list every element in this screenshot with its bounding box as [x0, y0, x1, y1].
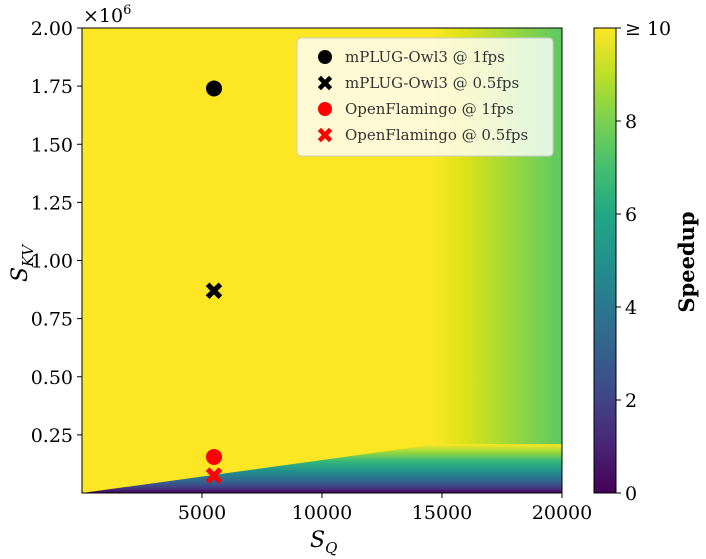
y-tick-label: 1.00	[31, 251, 73, 273]
y-axis-scale-label: ×106	[83, 3, 131, 27]
legend-marker	[317, 75, 333, 91]
legend-marker-stroke-b	[317, 75, 333, 91]
x-tick-label: 15000	[412, 502, 472, 524]
x-tick-label: 10000	[292, 502, 352, 524]
colorbar-tick-label: 2	[625, 390, 637, 412]
y-scale-exponent: 6	[123, 3, 131, 18]
x-tick-label: 20000	[532, 502, 592, 524]
data-point-cross-stroke-b	[205, 467, 223, 484]
legend-frame	[296, 37, 554, 157]
y-tick-label: 1.50	[31, 134, 73, 156]
y-tick-label: 1.25	[31, 192, 73, 214]
data-point-cross	[205, 282, 223, 299]
y-axis-label: SKV	[8, 243, 37, 282]
colorbar-tick-label: 8	[625, 111, 637, 133]
data-point-cross-stroke-b	[205, 282, 223, 299]
data-point-circle	[206, 80, 222, 97]
y-tick-label: 0.50	[31, 367, 73, 389]
x-axis-label-sub: Q	[325, 539, 337, 557]
legend-label: OpenFlamingo @ 0.5fps	[345, 126, 528, 144]
colorbar-tick-label: 6	[625, 204, 637, 226]
y-axis: 0.25 0.50 0.75 1.00 1.25 1.50 1.75 2.00	[31, 18, 82, 447]
legend-label: mPLUG-Owl3 @ 0.5fps	[345, 74, 519, 92]
legend-marker	[317, 127, 333, 143]
y-tick-label: 0.25	[31, 425, 73, 447]
legend-marker	[318, 50, 332, 64]
y-scale-base: ×10	[83, 5, 123, 27]
colorbar-label: Speedup	[674, 211, 699, 312]
y-tick-label: 1.75	[31, 76, 73, 98]
x-axis-label: SQ	[310, 528, 337, 557]
heatmap-region-low-speedup	[82, 444, 562, 493]
x-axis: 5000 10000 15000 20000	[178, 493, 592, 524]
y-axis-label-main: S	[8, 267, 33, 282]
legend-marker	[318, 102, 332, 116]
legend-label: OpenFlamingo @ 1fps	[345, 100, 514, 118]
data-point-cross	[205, 467, 223, 484]
x-axis-label-main: S	[310, 528, 325, 553]
colorbar-tick-label: 4	[625, 297, 637, 319]
colorbar-axis: 0 2 4 6 8 ≥ 10	[616, 18, 671, 505]
y-tick-label: 0.75	[31, 309, 73, 331]
legend-label: mPLUG-Owl3 @ 1fps	[345, 48, 505, 66]
x-tick-label: 5000	[178, 502, 226, 524]
colorbar-tick-label: 0	[625, 483, 637, 505]
data-points	[205, 80, 223, 484]
data-point-circle	[206, 448, 222, 465]
colorbar-top-label: ≥ 10	[625, 18, 671, 40]
y-axis-label-sub: KV	[19, 243, 37, 268]
colorbar	[593, 27, 617, 494]
y-tick-label: 2.00	[31, 18, 73, 40]
legend: mPLUG-Owl3 @ 1fps mPLUG-Owl3 @ 0.5fps Open…	[296, 37, 554, 157]
legend-marker-stroke-b	[317, 127, 333, 143]
